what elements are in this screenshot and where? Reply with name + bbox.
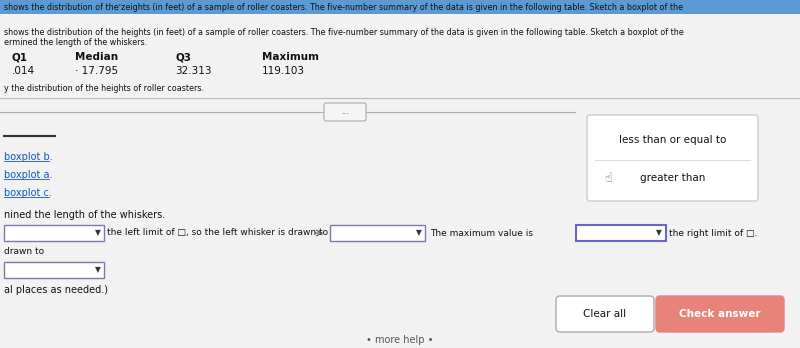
Text: · 17.795: · 17.795 bbox=[75, 66, 118, 76]
Text: ermined the length of the whiskers.: ermined the length of the whiskers. bbox=[4, 38, 147, 47]
FancyBboxPatch shape bbox=[587, 115, 758, 201]
FancyBboxPatch shape bbox=[656, 296, 784, 332]
Text: ▼: ▼ bbox=[95, 266, 101, 275]
Text: 119.103: 119.103 bbox=[262, 66, 305, 76]
Text: boxplot c.: boxplot c. bbox=[4, 188, 52, 198]
Text: ☝: ☝ bbox=[604, 172, 612, 184]
Text: boxplot a.: boxplot a. bbox=[4, 170, 53, 180]
Text: the right limit of □.: the right limit of □. bbox=[669, 229, 758, 237]
Text: 32.313: 32.313 bbox=[175, 66, 211, 76]
Text: y the distribution of the heights of roller coasters.: y the distribution of the heights of rol… bbox=[4, 84, 204, 93]
Text: drawn to: drawn to bbox=[4, 247, 44, 256]
Text: ▼: ▼ bbox=[95, 229, 101, 237]
Text: Q3: Q3 bbox=[175, 52, 191, 62]
Text: .014: .014 bbox=[12, 66, 35, 76]
Text: Clear all: Clear all bbox=[583, 309, 626, 319]
Text: al places as needed.): al places as needed.) bbox=[4, 285, 108, 295]
FancyBboxPatch shape bbox=[556, 296, 654, 332]
Bar bbox=[4, 262, 104, 278]
Text: Q1: Q1 bbox=[12, 52, 28, 62]
Text: • more help •: • more help • bbox=[366, 335, 434, 345]
Text: nined the length of the whiskers.: nined the length of the whiskers. bbox=[4, 210, 166, 220]
Text: the left limit of □, so the left whisker is drawn to: the left limit of □, so the left whisker… bbox=[107, 229, 328, 237]
Bar bbox=[4, 225, 104, 241]
Text: ...: ... bbox=[341, 108, 349, 117]
Text: less than or equal to: less than or equal to bbox=[619, 135, 726, 145]
Text: boxplot b.: boxplot b. bbox=[4, 152, 53, 162]
FancyBboxPatch shape bbox=[324, 103, 366, 121]
Text: greater than: greater than bbox=[640, 173, 705, 183]
Text: Check answer: Check answer bbox=[679, 309, 761, 319]
Text: Maximum: Maximum bbox=[262, 52, 319, 62]
Text: shows the distribution of theʼzeights (in feet) of a sample of roller coasters. : shows the distribution of theʼzeights (i… bbox=[4, 3, 683, 13]
Text: ▼: ▼ bbox=[416, 229, 422, 237]
Text: Median: Median bbox=[75, 52, 118, 62]
Text: shows the distribution of the heights (in feet) of a sample of roller coasters. : shows the distribution of the heights (i… bbox=[4, 28, 684, 37]
Bar bbox=[576, 225, 666, 241]
Bar bbox=[330, 225, 425, 241]
Text: ▼: ▼ bbox=[656, 229, 662, 237]
Bar bbox=[0, 0, 800, 14]
Text: The maximum value is: The maximum value is bbox=[430, 229, 533, 237]
